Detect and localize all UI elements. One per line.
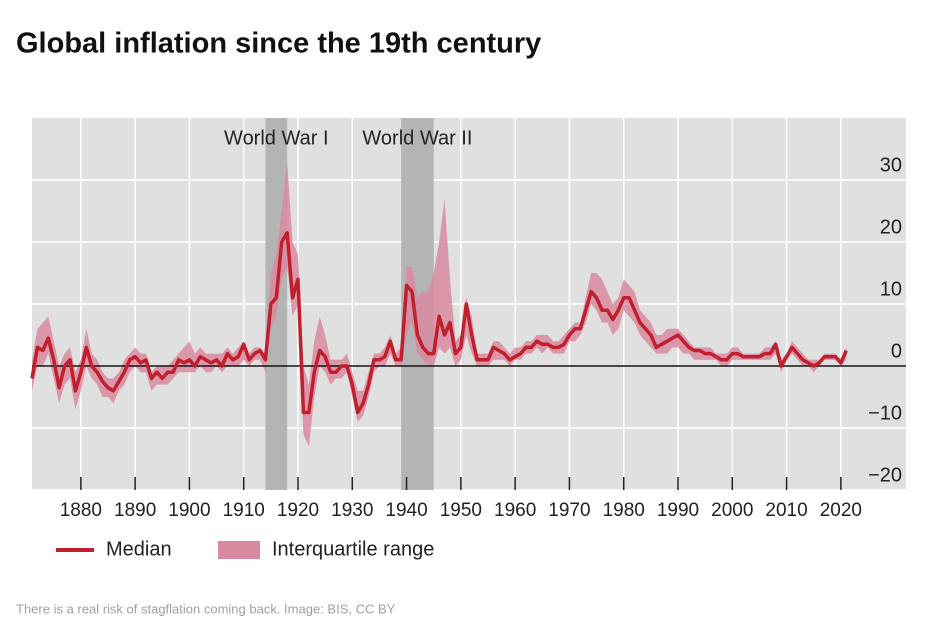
x-tick-label: 2020 [820,500,862,521]
x-tick-label: 1890 [114,500,156,521]
legend-label: Median [106,538,172,560]
x-tick-label: 1920 [277,500,319,521]
annotation: World War II [362,127,472,149]
y-tick-label: 30 [880,154,902,176]
x-tick-label: 1990 [657,500,699,521]
x-tick-label: 1980 [603,500,645,521]
x-tick-label: 1970 [548,500,590,521]
chart-title: Global inflation since the 19th century [16,28,541,60]
iqr-band [32,161,847,447]
y-tick-label: 20 [880,216,902,238]
y-tick-label: 0 [891,340,902,362]
annotation: World War I [224,127,328,149]
y-tick-label: 10 [880,278,902,300]
legend-label: Interquartile range [272,538,434,560]
x-tick-label: 1930 [331,500,373,521]
x-tick-label: 2000 [711,500,753,521]
x-tick-label: 2010 [765,500,807,521]
plot: World War I World War II 1880 1890 1900 1910 1… [30,118,906,521]
x-tick-label: 1950 [440,500,482,521]
x-tick-label: 1880 [60,500,102,521]
legend-swatch [218,541,260,559]
y-tick-label: −10 [868,402,902,424]
x-tick-label: 1900 [168,500,210,521]
median-line [30,230,848,415]
x-tick-label: 1940 [385,500,427,521]
y-tick-label: −20 [868,464,902,486]
x-tick-label: 1910 [223,500,265,521]
caption: There is a real risk of stagflation comi… [16,601,396,616]
x-tick-label: 1960 [494,500,536,521]
